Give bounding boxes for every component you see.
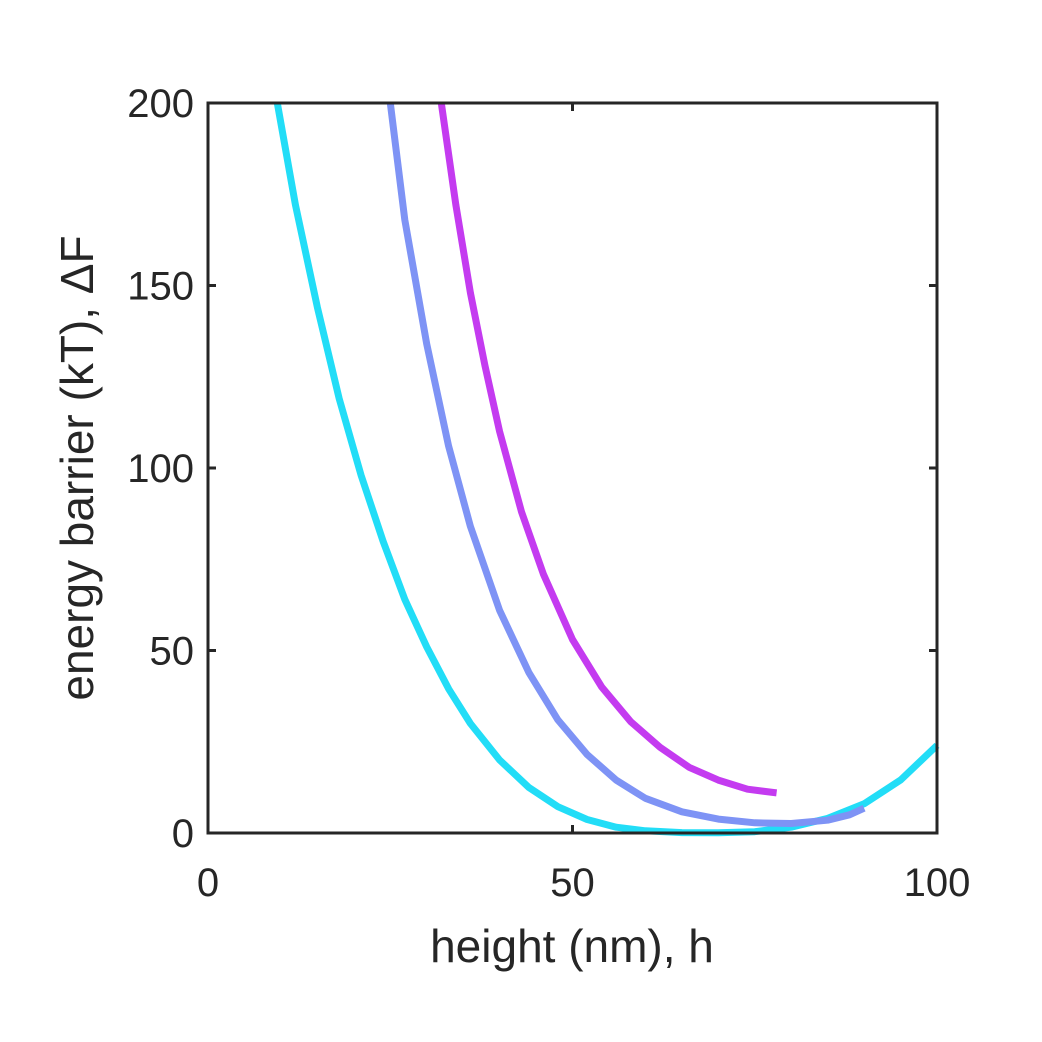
x-tick-label: 100: [904, 861, 971, 905]
y-axis-label: energy barrier (kT), ΔF: [51, 235, 103, 700]
plot-background: [208, 103, 937, 833]
series-line-2: [386, 102, 866, 827]
series-group: [273, 102, 940, 837]
x-tick-label: 0: [197, 861, 219, 905]
y-tick-label: 100: [127, 447, 194, 491]
y-tick-label: 0: [172, 812, 194, 856]
x-axis-label: height (nm), h: [430, 920, 714, 972]
y-tick-label: 150: [127, 265, 194, 309]
ticks-group: 0 50 100 0 50 100 150 200: [127, 82, 970, 905]
y-tick-label: 50: [150, 630, 195, 674]
x-tick-label: 50: [550, 861, 595, 905]
series-line-3: [437, 102, 778, 797]
y-tick-label: 200: [127, 82, 194, 126]
